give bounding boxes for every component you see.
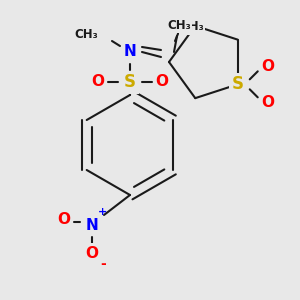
Text: N: N bbox=[85, 218, 98, 232]
Text: CH₃: CH₃ bbox=[180, 20, 204, 34]
Text: O: O bbox=[92, 74, 104, 89]
Text: O: O bbox=[261, 59, 274, 74]
Text: S: S bbox=[232, 75, 244, 93]
Text: O: O bbox=[261, 95, 274, 110]
Text: O: O bbox=[155, 74, 169, 89]
Text: CH₃: CH₃ bbox=[74, 28, 98, 40]
Text: O: O bbox=[85, 245, 98, 260]
Text: CH₃: CH₃ bbox=[167, 19, 191, 32]
Text: +: + bbox=[98, 207, 107, 217]
Text: S: S bbox=[124, 73, 136, 91]
Text: O: O bbox=[58, 212, 70, 227]
Text: N: N bbox=[124, 44, 136, 59]
Text: -: - bbox=[100, 257, 106, 271]
